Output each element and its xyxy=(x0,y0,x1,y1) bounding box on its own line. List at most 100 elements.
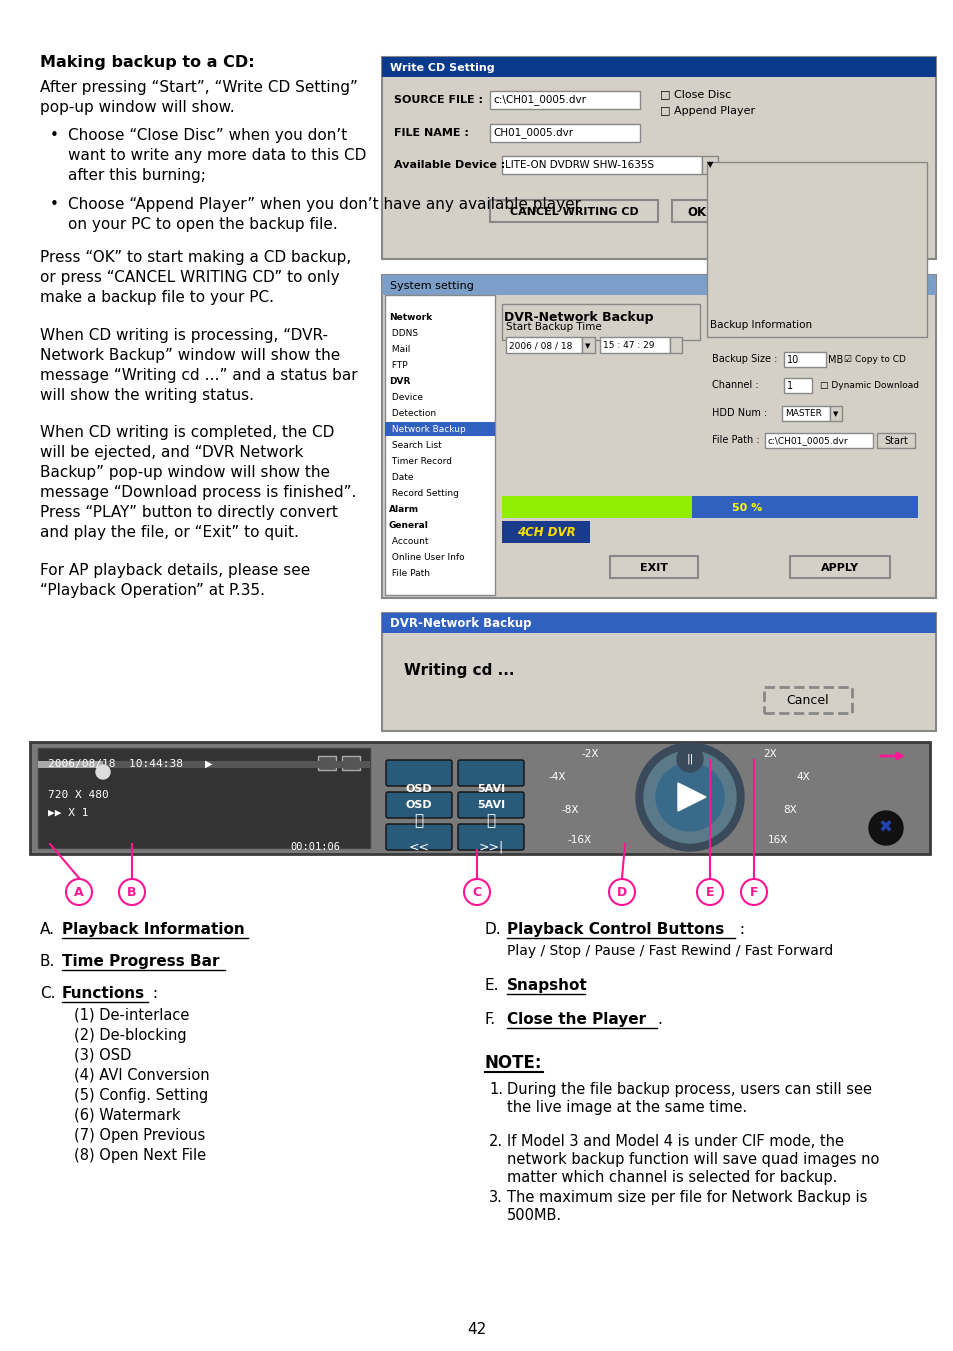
Bar xyxy=(381,613,935,731)
Text: message “Download process is finished”.: message “Download process is finished”. xyxy=(40,485,356,500)
Bar xyxy=(381,57,935,259)
Bar xyxy=(501,496,917,517)
Text: -4X: -4X xyxy=(548,771,565,782)
Text: Time Progress Bar: Time Progress Bar xyxy=(62,954,219,969)
Text: will be ejected, and “DVR Network: will be ejected, and “DVR Network xyxy=(40,444,303,459)
Text: (2) De-blocking: (2) De-blocking xyxy=(74,1028,187,1043)
Bar xyxy=(341,757,359,770)
Text: the live image at the same time.: the live image at the same time. xyxy=(506,1100,746,1115)
Bar xyxy=(669,336,681,353)
Text: The maximum size per file for Network Backup is: The maximum size per file for Network Ba… xyxy=(506,1190,866,1205)
Text: (5) Config. Setting: (5) Config. Setting xyxy=(74,1088,208,1102)
Text: File Path: File Path xyxy=(389,569,430,577)
FancyBboxPatch shape xyxy=(457,792,523,817)
Circle shape xyxy=(656,763,723,831)
Text: LITE-ON DVDRW SHW-1635S: LITE-ON DVDRW SHW-1635S xyxy=(504,159,654,170)
Text: When CD writing is completed, the CD: When CD writing is completed, the CD xyxy=(40,426,334,440)
FancyBboxPatch shape xyxy=(386,761,452,786)
Text: MASTER: MASTER xyxy=(784,409,821,419)
Text: (3) OSD: (3) OSD xyxy=(74,1048,132,1063)
Text: MB: MB xyxy=(827,355,842,365)
Bar xyxy=(505,336,581,353)
Bar xyxy=(501,155,701,174)
Circle shape xyxy=(636,743,743,851)
Text: •: • xyxy=(50,197,59,212)
Text: Making backup to a CD:: Making backup to a CD: xyxy=(40,55,254,70)
Text: DVR-Network Backup: DVR-Network Backup xyxy=(503,311,653,324)
Text: 4CH DVR: 4CH DVR xyxy=(517,527,575,539)
Text: Press “OK” to start making a CD backup,: Press “OK” to start making a CD backup, xyxy=(40,250,351,265)
Text: ▼: ▼ xyxy=(706,161,713,169)
Text: Backup Information: Backup Information xyxy=(709,320,811,330)
Text: Account: Account xyxy=(389,536,428,546)
Bar xyxy=(781,407,829,422)
Text: ⏭: ⏭ xyxy=(486,813,495,828)
Text: <<: << xyxy=(408,840,429,854)
Text: For AP playback details, please see: For AP playback details, please see xyxy=(40,563,310,578)
Bar xyxy=(783,378,811,393)
Text: or press “CANCEL WRITING CD” to only: or press “CANCEL WRITING CD” to only xyxy=(40,270,339,285)
Bar xyxy=(599,336,669,353)
Circle shape xyxy=(119,880,145,905)
Bar xyxy=(789,557,889,578)
Text: F.: F. xyxy=(484,1012,496,1027)
Circle shape xyxy=(697,880,722,905)
Text: (4) AVI Conversion: (4) AVI Conversion xyxy=(74,1069,210,1084)
Text: ▶: ▶ xyxy=(205,759,213,769)
Text: •: • xyxy=(50,128,59,143)
Text: DDNS: DDNS xyxy=(389,328,417,338)
Text: File Path :: File Path : xyxy=(711,435,759,444)
Text: ✖: ✖ xyxy=(878,819,892,838)
Text: SOURCE FILE :: SOURCE FILE : xyxy=(394,95,482,105)
Text: HDD Num :: HDD Num : xyxy=(711,408,766,417)
Text: During the file backup process, users can still see: During the file backup process, users ca… xyxy=(506,1082,871,1097)
Text: 50 %: 50 % xyxy=(731,503,761,513)
Text: 2X: 2X xyxy=(762,748,776,759)
Text: message “Writing cd …” and a status bar: message “Writing cd …” and a status bar xyxy=(40,367,357,382)
Bar xyxy=(671,200,721,222)
Text: B: B xyxy=(127,885,136,898)
Text: 42: 42 xyxy=(467,1323,486,1337)
Bar xyxy=(490,91,639,109)
Text: Detection: Detection xyxy=(389,408,436,417)
Text: DVR-Network Backup: DVR-Network Backup xyxy=(390,617,531,631)
Bar xyxy=(30,742,929,854)
Text: FILE NAME :: FILE NAME : xyxy=(394,128,468,138)
Bar xyxy=(783,353,825,367)
Bar xyxy=(385,295,495,594)
Text: on your PC to open the backup file.: on your PC to open the backup file. xyxy=(68,218,337,232)
Text: (7) Open Previous: (7) Open Previous xyxy=(74,1128,205,1143)
Circle shape xyxy=(677,746,702,771)
Text: Available Device :: Available Device : xyxy=(394,159,505,170)
Text: Snapshot: Snapshot xyxy=(506,978,587,993)
Text: Network Backup” window will show the: Network Backup” window will show the xyxy=(40,349,340,363)
Circle shape xyxy=(608,880,635,905)
Text: Alarm: Alarm xyxy=(389,504,418,513)
Text: pop-up window will show.: pop-up window will show. xyxy=(40,100,234,115)
Text: Network: Network xyxy=(389,312,432,322)
Text: 16X: 16X xyxy=(767,835,787,844)
Text: Online User Info: Online User Info xyxy=(389,553,464,562)
Text: after this burning;: after this burning; xyxy=(68,168,206,182)
Text: CH01_0005.dvr: CH01_0005.dvr xyxy=(493,127,573,138)
Bar xyxy=(609,557,698,578)
Text: ▶▶ X 1: ▶▶ X 1 xyxy=(48,808,89,817)
Circle shape xyxy=(740,880,766,905)
Text: :: : xyxy=(734,921,744,938)
Bar xyxy=(38,748,370,848)
Text: (6) Watermark: (6) Watermark xyxy=(74,1108,180,1123)
Text: Choose “Append Player” when you don’t have any available player: Choose “Append Player” when you don’t ha… xyxy=(68,197,580,212)
Text: E.: E. xyxy=(484,978,499,993)
Circle shape xyxy=(643,751,735,843)
Text: □ Dynamic Download: □ Dynamic Download xyxy=(820,381,918,390)
Text: FTP: FTP xyxy=(389,361,407,370)
Text: Timer Record: Timer Record xyxy=(389,457,452,466)
Text: .: . xyxy=(657,1012,661,1027)
Text: CANCEL WRITING CD: CANCEL WRITING CD xyxy=(509,207,638,218)
Text: Cancel: Cancel xyxy=(786,694,828,708)
Text: D.: D. xyxy=(484,921,501,938)
Text: c:\CH01_0005.dvr: c:\CH01_0005.dvr xyxy=(493,95,585,105)
Text: Channel :: Channel : xyxy=(711,380,758,390)
Bar xyxy=(764,434,872,449)
Text: OSD: OSD xyxy=(405,784,432,794)
